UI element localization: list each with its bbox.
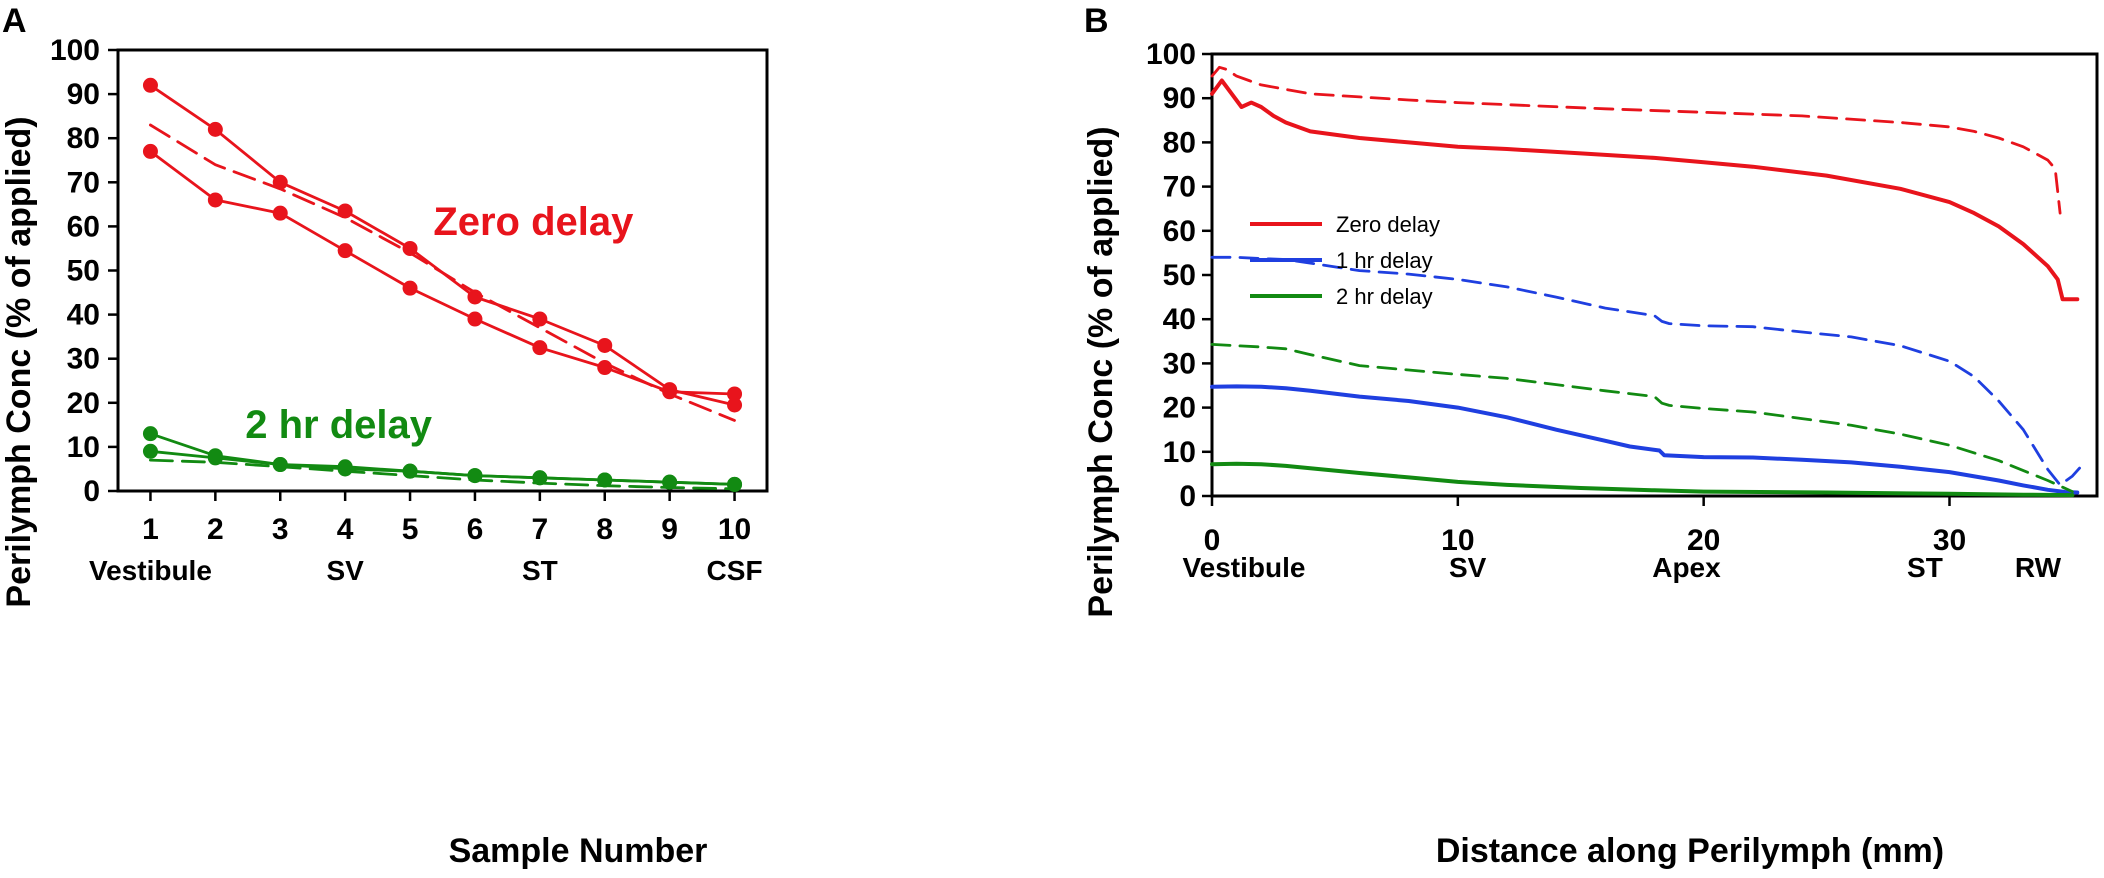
- panel-a-data-point: [142, 426, 158, 442]
- panel-a-letter: A: [2, 2, 27, 40]
- panel-a-x-tick-label: 1: [142, 513, 159, 546]
- panel-b-legend-label: 2 hr delay: [1336, 284, 1433, 309]
- panel-a-x-tick-label: 8: [596, 513, 613, 546]
- panel-a-x-tick-label: 10: [718, 513, 751, 546]
- panel-a-data-point: [597, 472, 613, 488]
- panel-b-series-line-1: [1210, 65, 2062, 215]
- panel-a-y-tick-label: 90: [67, 78, 100, 111]
- panel-a-y-tick-label: 0: [83, 475, 100, 508]
- panel-a-data-point: [337, 243, 353, 259]
- panel-b-y-tick-label: 70: [1163, 171, 1196, 204]
- panel-b-y-tick-label: 100: [1146, 38, 1196, 71]
- panel-b-y-tick-label: 30: [1163, 347, 1196, 380]
- panel-a-data-point: [532, 340, 548, 356]
- panel-b: B 0 10 20 30 40 50 60 70 80 90 100 0 10 20 30 Vestibule…: [1082, 2, 2099, 870]
- panel-b-region-label: ST: [1907, 552, 1943, 583]
- panel-b-letter: B: [1084, 2, 1109, 40]
- panel-a-data-point: [142, 77, 158, 93]
- panel-b-y-tick-label: 90: [1163, 82, 1196, 115]
- panel-b-x-tick-label: 30: [1933, 524, 1966, 557]
- panel-b-plot-frame: [1210, 52, 2099, 498]
- panel-a-data-point: [272, 205, 288, 221]
- panel-a-y-tick-label: 60: [67, 210, 100, 243]
- panel-a-data-point: [337, 461, 353, 477]
- panel-a-plot: 0 10 20 30 40 50 60 70 80 90 100 1 2 3 4 5 6 7 8 9 10 Vestibu…: [50, 34, 769, 586]
- panel-a-annotation: 2 hr delay: [245, 403, 433, 447]
- panel-b-y-tick-label: 20: [1163, 392, 1196, 425]
- panel-a-data-point: [402, 280, 418, 296]
- panel-b-legend-label: 1 hr delay: [1336, 248, 1433, 273]
- panel-b-region-label: RW: [2015, 552, 2062, 583]
- panel-a-series-line-2: [148, 123, 736, 422]
- panel-a-y-tick-label: 20: [67, 387, 100, 420]
- panel-a-x-tick-label: 5: [402, 513, 419, 546]
- panel-b-region-label: SV: [1449, 552, 1487, 583]
- panel-b-series-line-4: [1210, 461, 2075, 498]
- panel-a-x-tick-label: 6: [467, 513, 484, 546]
- panel-a-data-point: [662, 474, 678, 490]
- panel-b-plot: 0 10 20 30 40 50 60 70 80 90 100 0 10 20 30 Vestibule SV…: [1146, 38, 2099, 583]
- panel-b-y-tick-label: 10: [1163, 436, 1196, 469]
- panel-a-y-tick-label: 30: [67, 343, 100, 376]
- panel-a-data-point: [272, 457, 288, 473]
- panel-a-region-label: SV: [326, 555, 364, 586]
- panel-b-series-line-0: [1210, 78, 2080, 302]
- panel-b-y-tick-label: 40: [1163, 303, 1196, 336]
- panel-a-y-tick-label: 100: [50, 34, 100, 67]
- panel-a-x-tick-label: 2: [207, 513, 224, 546]
- panel-a-x-tick-label: 7: [532, 513, 549, 546]
- panel-a-y-tick-label: 50: [67, 255, 100, 288]
- panel-a-annotation: Zero delay: [433, 200, 634, 244]
- panel-b-region-label: Vestibule: [1182, 552, 1305, 583]
- panel-a-series-line-4: [148, 449, 736, 486]
- panel-a-data-point: [142, 143, 158, 159]
- panel-a-x-tick-label: 3: [272, 513, 289, 546]
- panel-b-y-tick-label: 60: [1163, 215, 1196, 248]
- panel-a-y-tick-label: 40: [67, 299, 100, 332]
- panel-a-y-tick-label: 70: [67, 166, 100, 199]
- panel-a-data-point: [727, 386, 743, 402]
- panel-a-data-point: [402, 240, 418, 256]
- panel-a-y-tick-label: 80: [67, 122, 100, 155]
- panel-b-x-tick-label: 20: [1687, 524, 1720, 557]
- panel-a-x-axis-title: Sample Number: [449, 832, 708, 870]
- panel-b-legend-label: Zero delay: [1336, 212, 1440, 237]
- panel-b-y-axis-title: Perilymph Conc (% of applied): [1082, 126, 1120, 617]
- panel-a-region-label: CSF: [707, 555, 763, 586]
- panel-a-data-point: [467, 311, 483, 327]
- panel-a-x-tick-label: 9: [661, 513, 678, 546]
- panel-b-x-axis-title: Distance along Perilymph (mm): [1436, 832, 1944, 870]
- panel-b-series-line-2: [1210, 384, 2080, 495]
- panel-a-plot-frame: [116, 48, 769, 493]
- panel-b-y-tick-label: 50: [1163, 259, 1196, 292]
- panel-b-region-label: Apex: [1652, 552, 1721, 583]
- panel-b-y-tick-label: 0: [1179, 480, 1196, 513]
- panel-a-x-tick-label: 4: [337, 513, 354, 546]
- panel-a-data-point: [532, 311, 548, 327]
- panel-a-data-point: [207, 121, 223, 137]
- panel-a-series-line-0: [148, 83, 736, 407]
- panel-b-y-tick-label: 80: [1163, 126, 1196, 159]
- panel-a-y-axis-title: Perilymph Conc (% of applied): [0, 116, 38, 607]
- panel-b-x-tick-label: 0: [1204, 524, 1221, 557]
- panel-b-x-tick-label: 10: [1441, 524, 1474, 557]
- panel-a-data-point: [207, 192, 223, 208]
- panel-a-data-point: [597, 337, 613, 353]
- panel-a-data-point: [727, 397, 743, 413]
- panel-a-region-label: Vestibule: [89, 555, 212, 586]
- panel-a-series-line-5: [148, 458, 736, 491]
- panel-a-region-label: ST: [522, 555, 558, 586]
- panel-a-y-tick-label: 10: [67, 431, 100, 464]
- panel-a-data-point: [142, 443, 158, 459]
- panel-b-series-line-3: [1210, 255, 2084, 487]
- panel-a: A 0 10 20 30 40 50 60 70 80 90 100 1 2 3 4 5 6 7 8 9 10 Vesti…: [0, 2, 769, 870]
- panel-b-series-line-5: [1210, 342, 2074, 494]
